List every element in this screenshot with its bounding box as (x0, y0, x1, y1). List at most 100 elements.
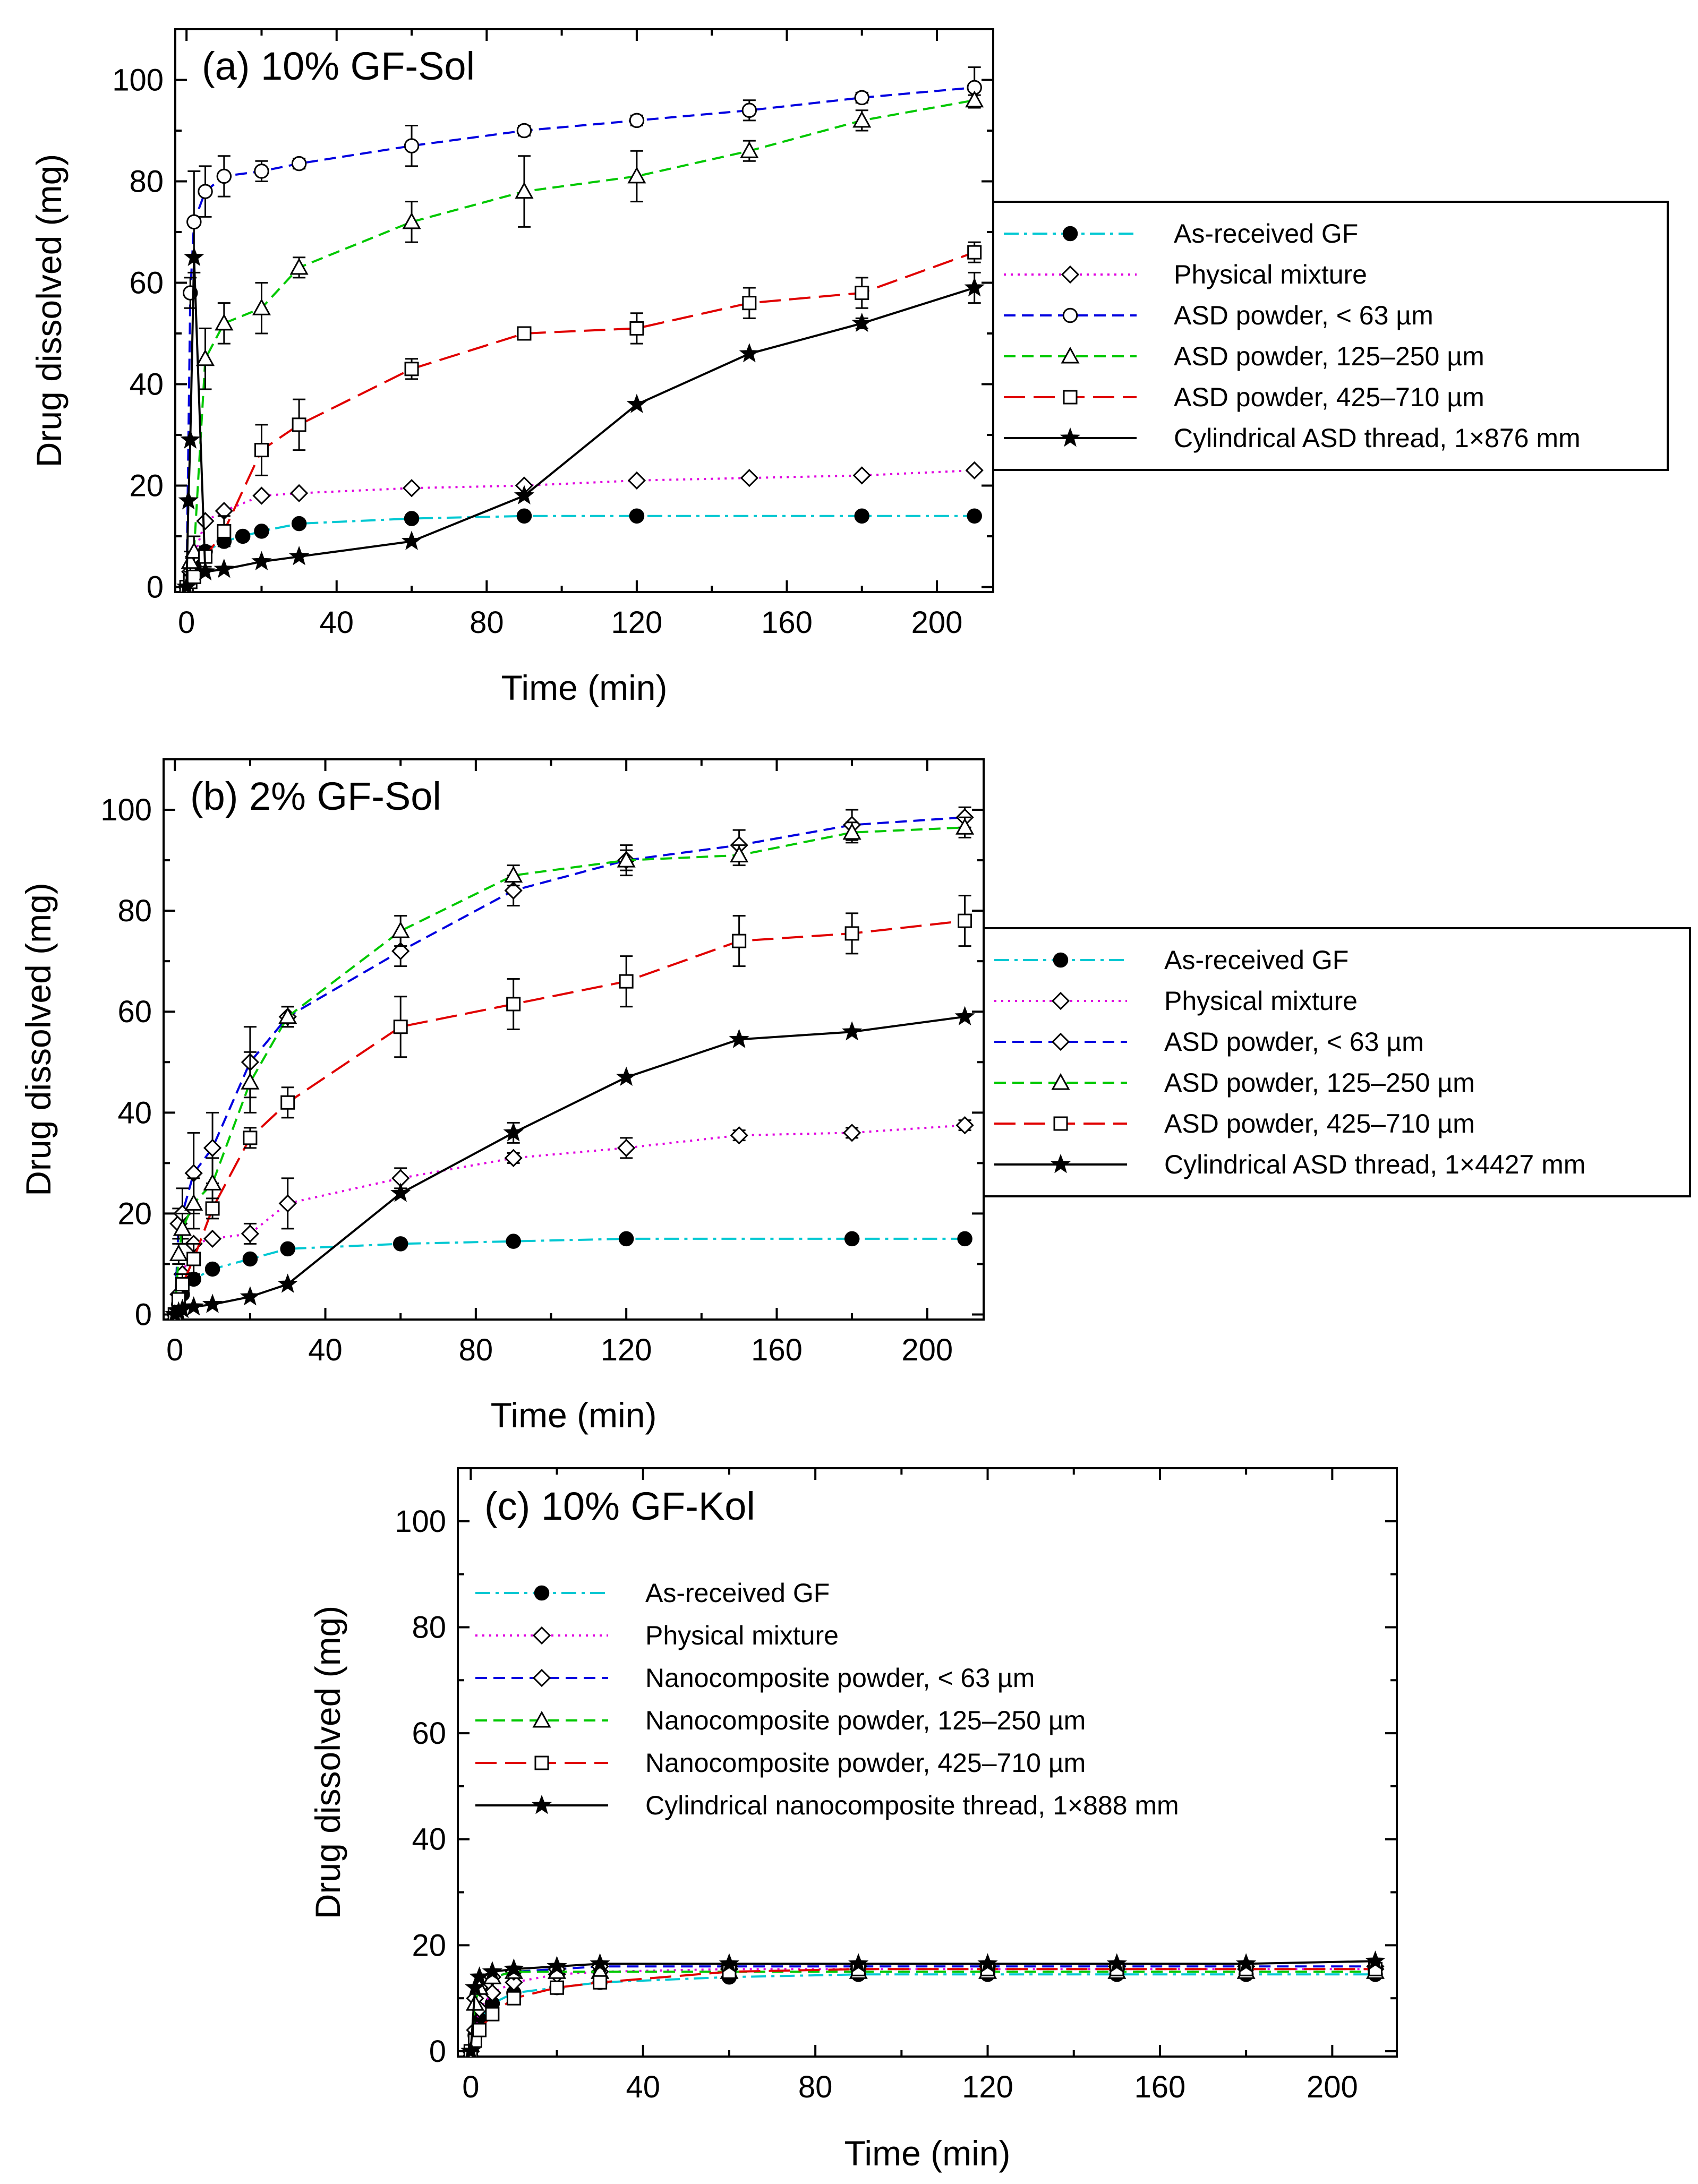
y-tick-label: 20 (117, 1196, 152, 1231)
legend-marker (532, 1668, 551, 1688)
y-tick-label: 0 (135, 1297, 152, 1332)
data-point (626, 393, 647, 413)
data-point (465, 1977, 485, 1997)
legend-label: As-received GF (1174, 219, 1358, 249)
y-tick-label: 100 (112, 63, 164, 97)
data-point (252, 486, 271, 505)
data-point (402, 479, 421, 498)
data-point (855, 286, 869, 301)
data-point (184, 1194, 203, 1211)
data-point (977, 1953, 998, 1973)
x-tick-label: 40 (308, 1333, 343, 1367)
data-point (503, 1122, 524, 1142)
x-axis-label: Time (min) (501, 668, 668, 707)
data-point (841, 1021, 863, 1041)
data-point (732, 933, 747, 948)
data-point (241, 1073, 260, 1090)
series-line (185, 469, 975, 587)
legend-marker (1062, 307, 1078, 323)
data-point (254, 443, 269, 458)
series-line (185, 257, 975, 587)
data-point (186, 569, 201, 584)
x-tick-label: 0 (462, 2070, 479, 2104)
data-point (957, 1231, 972, 1247)
panel-title: (c) 10% GF-Kol (484, 1484, 755, 1528)
legend-label: Cylindrical nanocomposite thread, 1×888 … (645, 1791, 1179, 1820)
data-point (967, 245, 982, 260)
legend-label: Cylindrical ASD thread, 1×876 mm (1174, 423, 1581, 453)
data-point (216, 168, 232, 184)
x-tick-label: 200 (901, 1333, 953, 1367)
y-axis-label: Drug dissolved (mg) (308, 1606, 347, 1920)
panel-1: 0 40 80 120 160 200 0 20 40 60 80 100 Time (min) Drug… (29, 28, 1669, 707)
plot-frame (457, 1467, 1398, 2058)
x-tick-label: 200 (911, 605, 963, 640)
legend-box (983, 927, 1691, 1197)
data-point (180, 429, 201, 449)
plot-area (176, 66, 985, 592)
data-point (504, 881, 523, 900)
data-point (1365, 1950, 1386, 1970)
legend-label: Nanocomposite powder, 425–710 µm (645, 1748, 1086, 1778)
series-4 (166, 816, 975, 1320)
x-tick-label: 120 (611, 605, 663, 640)
y-tick-label: 80 (117, 894, 152, 928)
data-point (730, 845, 749, 863)
data-point (195, 349, 215, 366)
data-point (593, 1975, 608, 1990)
series-4 (178, 90, 984, 592)
data-point (472, 2023, 487, 2037)
plot-area (165, 806, 975, 1320)
data-point (851, 312, 872, 332)
data-point (173, 1219, 192, 1236)
data-point (629, 321, 644, 336)
data-point (169, 1244, 188, 1261)
y-tick-label: 60 (412, 1716, 446, 1751)
x-tick-label: 80 (470, 605, 504, 640)
x-axis-label: Time (min) (844, 2134, 1011, 2173)
data-point (485, 2007, 500, 2022)
data-point (401, 530, 422, 550)
plot-frame (163, 758, 985, 1321)
y-tick-label: 100 (395, 1504, 446, 1539)
data-point (516, 123, 532, 139)
data-point (842, 823, 861, 840)
data-point (590, 1953, 610, 1973)
data-point (171, 1292, 186, 1307)
data-point (243, 1130, 258, 1145)
legend: As-received GF Physical mixture ASD powder… (983, 927, 1691, 1197)
data-point (958, 913, 972, 928)
data-point (240, 1286, 261, 1306)
legend-label: ASD powder, 425–710 µm (1174, 382, 1484, 412)
data-point (739, 343, 760, 363)
data-point (616, 1066, 637, 1086)
y-tick-label: 60 (129, 265, 164, 300)
data-point (196, 512, 215, 530)
data-point (854, 508, 870, 524)
x-tick-label: 160 (761, 605, 813, 640)
data-point (740, 141, 759, 158)
data-point (627, 471, 646, 490)
data-point (629, 113, 645, 129)
x-tick-label: 0 (166, 1333, 183, 1367)
legend-marker (534, 1755, 549, 1770)
data-point (504, 1958, 524, 1978)
data-point (618, 1231, 634, 1247)
data-point (292, 417, 306, 432)
data-point (214, 558, 234, 578)
panel-3: 0 40 80 120 160 200 0 20 40 60 80 100 Time (min) Drug… (308, 1467, 1398, 2173)
series-line (174, 1237, 965, 1315)
data-point (854, 90, 870, 106)
y-axis-label: Drug dissolved (mg) (19, 883, 58, 1196)
legend-label: Nanocomposite powder, < 63 µm (645, 1663, 1035, 1693)
data-point (203, 1138, 222, 1157)
data-point (404, 511, 420, 526)
series-6 (176, 246, 985, 592)
legend-label: Cylindrical ASD thread, 1×4427 mm (1164, 1150, 1585, 1179)
data-point (729, 1029, 749, 1048)
data-point (504, 866, 523, 883)
data-point (506, 1234, 521, 1249)
y-tick-label: 60 (117, 995, 152, 1029)
x-tick-label: 160 (1134, 2070, 1186, 2104)
